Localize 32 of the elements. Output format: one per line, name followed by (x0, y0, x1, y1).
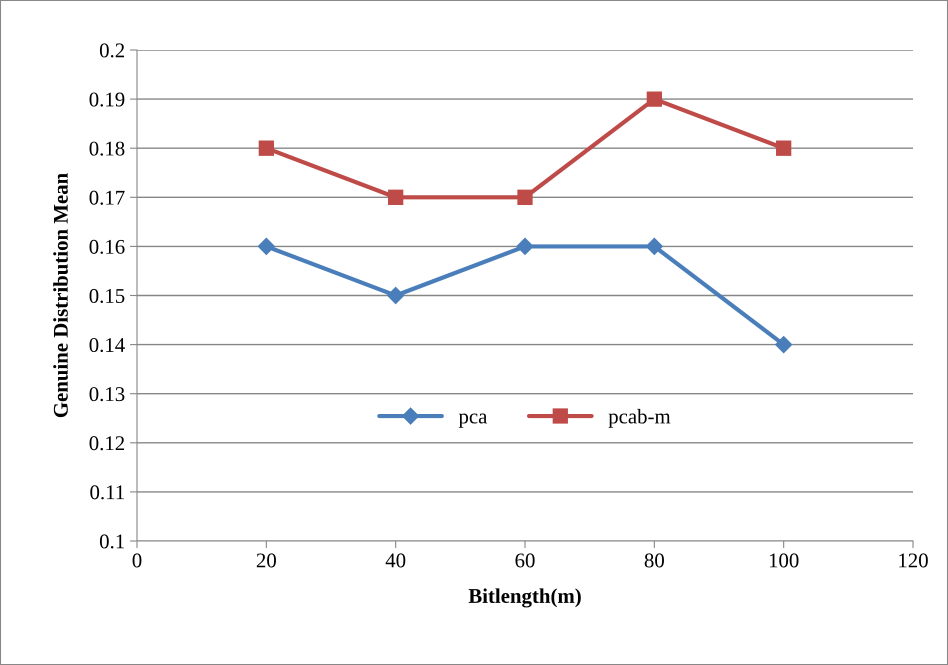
y-tick-label: 0.18 (90, 142, 124, 156)
y-tick-label: 0.1 (100, 534, 124, 549)
x-tick-label: 100 (770, 553, 798, 568)
point (776, 140, 792, 156)
x-tick-label: 0 (132, 553, 142, 568)
y-axis-title: Genuine Distribution Mean (53, 173, 68, 418)
y-tick-label: 0.2 (100, 43, 124, 58)
x-tick-label: 20 (256, 553, 276, 568)
y-tick-label: 0.12 (90, 436, 124, 450)
legend-label: pcab-m (608, 408, 670, 428)
x-tick-label: 40 (386, 553, 406, 568)
y-tick-label: 0.14 (90, 338, 125, 352)
x-tick-label: 80 (644, 553, 664, 568)
y-tick-label: 0.17 (90, 190, 125, 205)
y-tick-label: 0.16 (90, 240, 125, 254)
point (517, 190, 533, 205)
point (258, 140, 274, 156)
legend-label: pca (458, 414, 488, 428)
x-tick-label: 60 (515, 553, 535, 568)
y-tick-label: 0.15 (90, 288, 124, 304)
y-tick-label: 0.11 (90, 485, 124, 500)
y-tick-label: 0.19 (90, 92, 124, 107)
point (646, 238, 663, 255)
x-axis-title: Bitlength(m) (468, 588, 581, 608)
point (646, 91, 662, 107)
point (775, 336, 792, 354)
point (388, 190, 404, 205)
point (516, 238, 534, 255)
point (258, 238, 275, 255)
x-tick-label: 120 (899, 553, 928, 568)
point (387, 286, 404, 304)
y-tick-label: 0.13 (90, 387, 124, 402)
